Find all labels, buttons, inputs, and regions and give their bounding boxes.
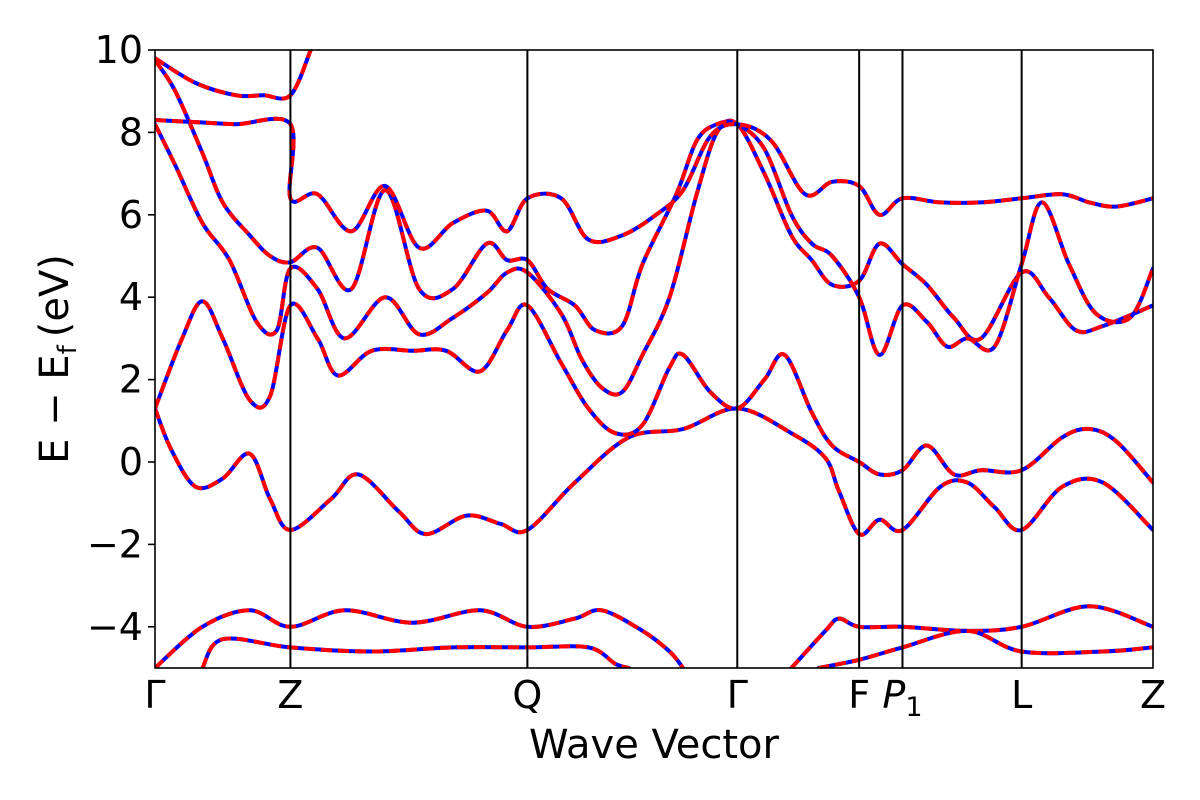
y-tick-label-3: 0 <box>119 440 143 484</box>
band-1-dashed <box>155 406 1153 537</box>
high-symmetry-lines <box>289 50 1023 668</box>
y-tick-label-6: 6 <box>119 193 143 237</box>
x-tick-label-3: Q <box>512 673 542 717</box>
x-axis-label: Wave Vector <box>529 722 780 768</box>
band-3-dashed <box>155 118 1153 397</box>
band-6-solid <box>155 50 313 101</box>
y-axis-label-main: E − E <box>32 354 78 464</box>
x-tick-label-6: P1 <box>882 673 922 723</box>
band-5-dashed <box>155 116 1153 251</box>
x-tick-label-7: L <box>1011 673 1032 717</box>
band-9-solid <box>789 604 1153 668</box>
x-tick-label-8: Z <box>1140 673 1166 717</box>
band-5-solid <box>155 116 1153 251</box>
band-8-dashed <box>200 636 630 668</box>
band-4-dashed <box>155 59 1153 357</box>
y-tick-label-5: 4 <box>119 275 143 319</box>
band-7-solid <box>155 607 686 668</box>
band-3-solid <box>155 118 1153 397</box>
band-8-solid <box>200 636 631 668</box>
plot-frame <box>154 49 1154 669</box>
band-4-solid <box>155 58 1153 357</box>
x-tick-label-1: Γ <box>144 673 165 717</box>
y-axis-label-sub: f <box>53 344 83 354</box>
x-tick-label-2: Z <box>277 673 303 717</box>
y-tick-label-7: 8 <box>119 110 143 154</box>
y-axis-label: E − Ef (eV) <box>32 254 83 464</box>
band-6-dashed <box>155 50 313 101</box>
y-axis-ticks: −4 −2 0 2 4 6 8 10 <box>87 28 155 649</box>
y-tick-label-2: −2 <box>87 522 143 566</box>
y-tick-label-8: 10 <box>95 28 143 72</box>
y-axis-label-unit: (eV) <box>32 254 78 337</box>
x-tick-label-5: F <box>848 673 870 717</box>
band-10-dashed <box>818 628 1153 668</box>
x-tick-label-4: Γ <box>727 673 748 717</box>
y-tick-label-1: −4 <box>87 605 143 649</box>
band-lines <box>155 50 1153 668</box>
x-axis-ticks: Γ Z Q Γ F P1 L Z <box>144 673 1166 723</box>
y-tick-label-4: 2 <box>119 358 143 402</box>
band-9-dashed <box>789 604 1153 668</box>
